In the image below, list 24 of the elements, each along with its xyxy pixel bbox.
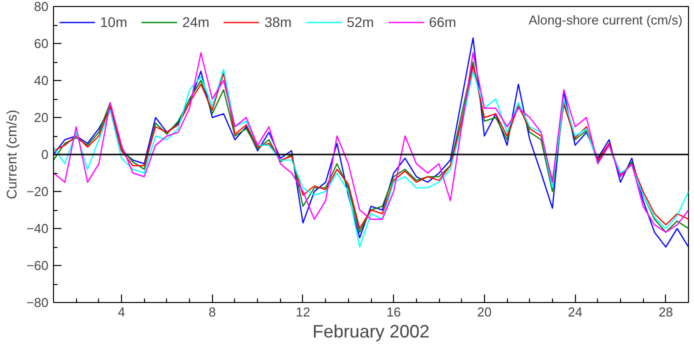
y-tick-label: 60 [34,36,49,51]
legend-label: 24m [182,14,210,30]
y-tick-label: −80 [26,295,49,310]
legend-label: 52m [346,14,374,30]
y-tick-label: 20 [34,110,49,125]
x-tick-label: 28 [658,304,674,320]
y-tick-label: 80 [34,0,49,14]
legend-label: 66m [428,14,456,30]
x-tick-label: 24 [568,304,582,320]
y-tick-label: 40 [34,73,49,88]
annotation: Along-shore current (cm/s) [528,12,683,28]
x-tick-label: 8 [208,304,216,320]
y-tick-label: −60 [26,258,49,273]
x-tick-label: 16 [386,304,401,320]
x-axis-title: February 2002 [312,322,430,342]
y-tick-label: −40 [26,221,49,236]
x-tick-label: 20 [477,304,492,320]
legend-label: 38m [264,14,292,30]
x-tick-label: 4 [118,304,126,320]
x-tick-label: 12 [296,304,310,320]
y-axis-title: Current (cm/s) [3,110,20,200]
legend-label: 10m [100,14,128,30]
y-tick-label: 0 [41,147,49,162]
y-tick-label: −20 [26,184,49,199]
